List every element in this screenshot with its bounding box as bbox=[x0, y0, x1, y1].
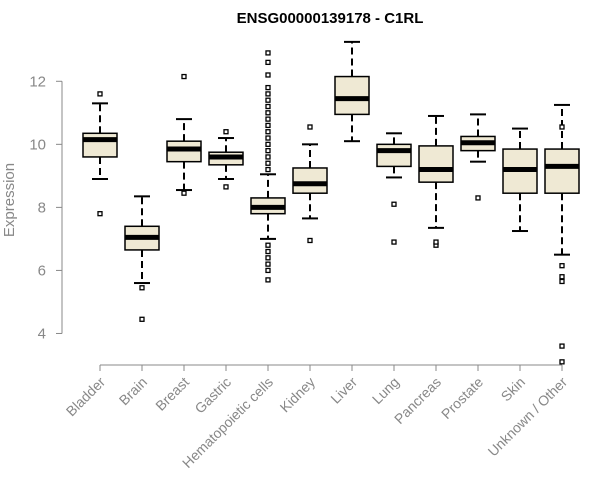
box-group bbox=[250, 50, 286, 283]
outlier-point bbox=[265, 84, 271, 91]
x-tick-label: Brain bbox=[116, 374, 150, 408]
outlier-point bbox=[97, 211, 103, 217]
chart-title: ENSG00000139178 - C1RL bbox=[237, 10, 424, 27]
outlier-point bbox=[559, 263, 565, 269]
box-group bbox=[208, 129, 244, 190]
box-group bbox=[334, 40, 370, 143]
y-tick-label: 6 bbox=[38, 262, 46, 279]
outlier-point bbox=[265, 267, 271, 274]
box-iqr bbox=[334, 75, 370, 116]
outlier-point bbox=[559, 359, 565, 365]
outlier-point bbox=[139, 316, 145, 322]
outlier-point bbox=[475, 195, 481, 201]
outlier-point bbox=[265, 59, 271, 66]
box-group bbox=[418, 114, 454, 248]
outlier-point bbox=[265, 116, 271, 122]
box-group bbox=[292, 124, 328, 244]
outlier-point bbox=[265, 91, 271, 97]
outlier-point bbox=[181, 190, 187, 196]
y-axis: 4 6 8 10 12 bbox=[29, 73, 63, 342]
y-tick-label: 10 bbox=[29, 136, 46, 153]
x-tick-label: Lung bbox=[369, 374, 402, 407]
outlier-point bbox=[265, 129, 271, 135]
box-iqr bbox=[82, 132, 118, 158]
outlier-point bbox=[265, 50, 271, 56]
outlier-point bbox=[265, 110, 271, 116]
box-group bbox=[376, 132, 412, 245]
y-tick-label: 12 bbox=[29, 73, 46, 90]
outlier-point bbox=[265, 122, 271, 129]
outlier-point bbox=[265, 248, 271, 255]
box-group bbox=[166, 73, 202, 196]
y-tick-label: 4 bbox=[38, 325, 46, 342]
outlier-point bbox=[97, 91, 103, 97]
outlier-point bbox=[181, 73, 187, 80]
outlier-point bbox=[265, 72, 271, 78]
box-group bbox=[82, 91, 118, 217]
x-tick-label: Breast bbox=[152, 374, 192, 414]
outlier-point bbox=[265, 154, 271, 160]
outlier-point bbox=[307, 237, 313, 244]
outlier-point bbox=[139, 285, 145, 291]
outlier-point bbox=[265, 160, 271, 166]
box-series bbox=[82, 40, 580, 365]
outlier-point bbox=[559, 278, 565, 285]
y-tick-label: 8 bbox=[38, 199, 46, 216]
box-group bbox=[544, 103, 580, 365]
outlier-point bbox=[559, 343, 565, 349]
x-tick-label: Kidney bbox=[277, 374, 319, 416]
outlier-point bbox=[307, 124, 313, 130]
outlier-point bbox=[265, 277, 271, 283]
outlier-point bbox=[265, 97, 271, 103]
outlier-point bbox=[265, 147, 271, 154]
outlier-point bbox=[391, 201, 397, 207]
outlier-point bbox=[391, 239, 397, 245]
outlier-point bbox=[265, 141, 271, 147]
outlier-point bbox=[559, 124, 565, 130]
outlier-point bbox=[433, 239, 439, 245]
outlier-point bbox=[265, 103, 271, 110]
outlier-point bbox=[223, 184, 229, 190]
box-iqr bbox=[376, 143, 412, 168]
x-tick-label: Skin bbox=[498, 374, 529, 405]
box-iqr bbox=[418, 145, 454, 183]
box-iqr bbox=[544, 148, 580, 194]
outlier-point bbox=[265, 242, 271, 248]
box-iqr bbox=[292, 167, 328, 194]
outlier-point bbox=[265, 135, 271, 141]
x-tick-label: Pancreas bbox=[391, 374, 444, 427]
x-tick-label: Bladder bbox=[63, 374, 109, 420]
outlier-point bbox=[559, 274, 565, 280]
outlier-point bbox=[265, 255, 271, 261]
box-group bbox=[502, 127, 538, 233]
x-tick-label: Unknown / Other bbox=[485, 374, 571, 460]
outlier-point bbox=[223, 129, 229, 135]
x-tick-label: Prostate bbox=[438, 374, 486, 422]
y-axis-label: Expression bbox=[1, 163, 18, 237]
box-group bbox=[460, 113, 496, 201]
x-tick-label: Liver bbox=[327, 374, 360, 407]
box-group bbox=[124, 195, 160, 322]
outlier-point bbox=[265, 166, 271, 173]
outlier-point bbox=[265, 261, 271, 267]
